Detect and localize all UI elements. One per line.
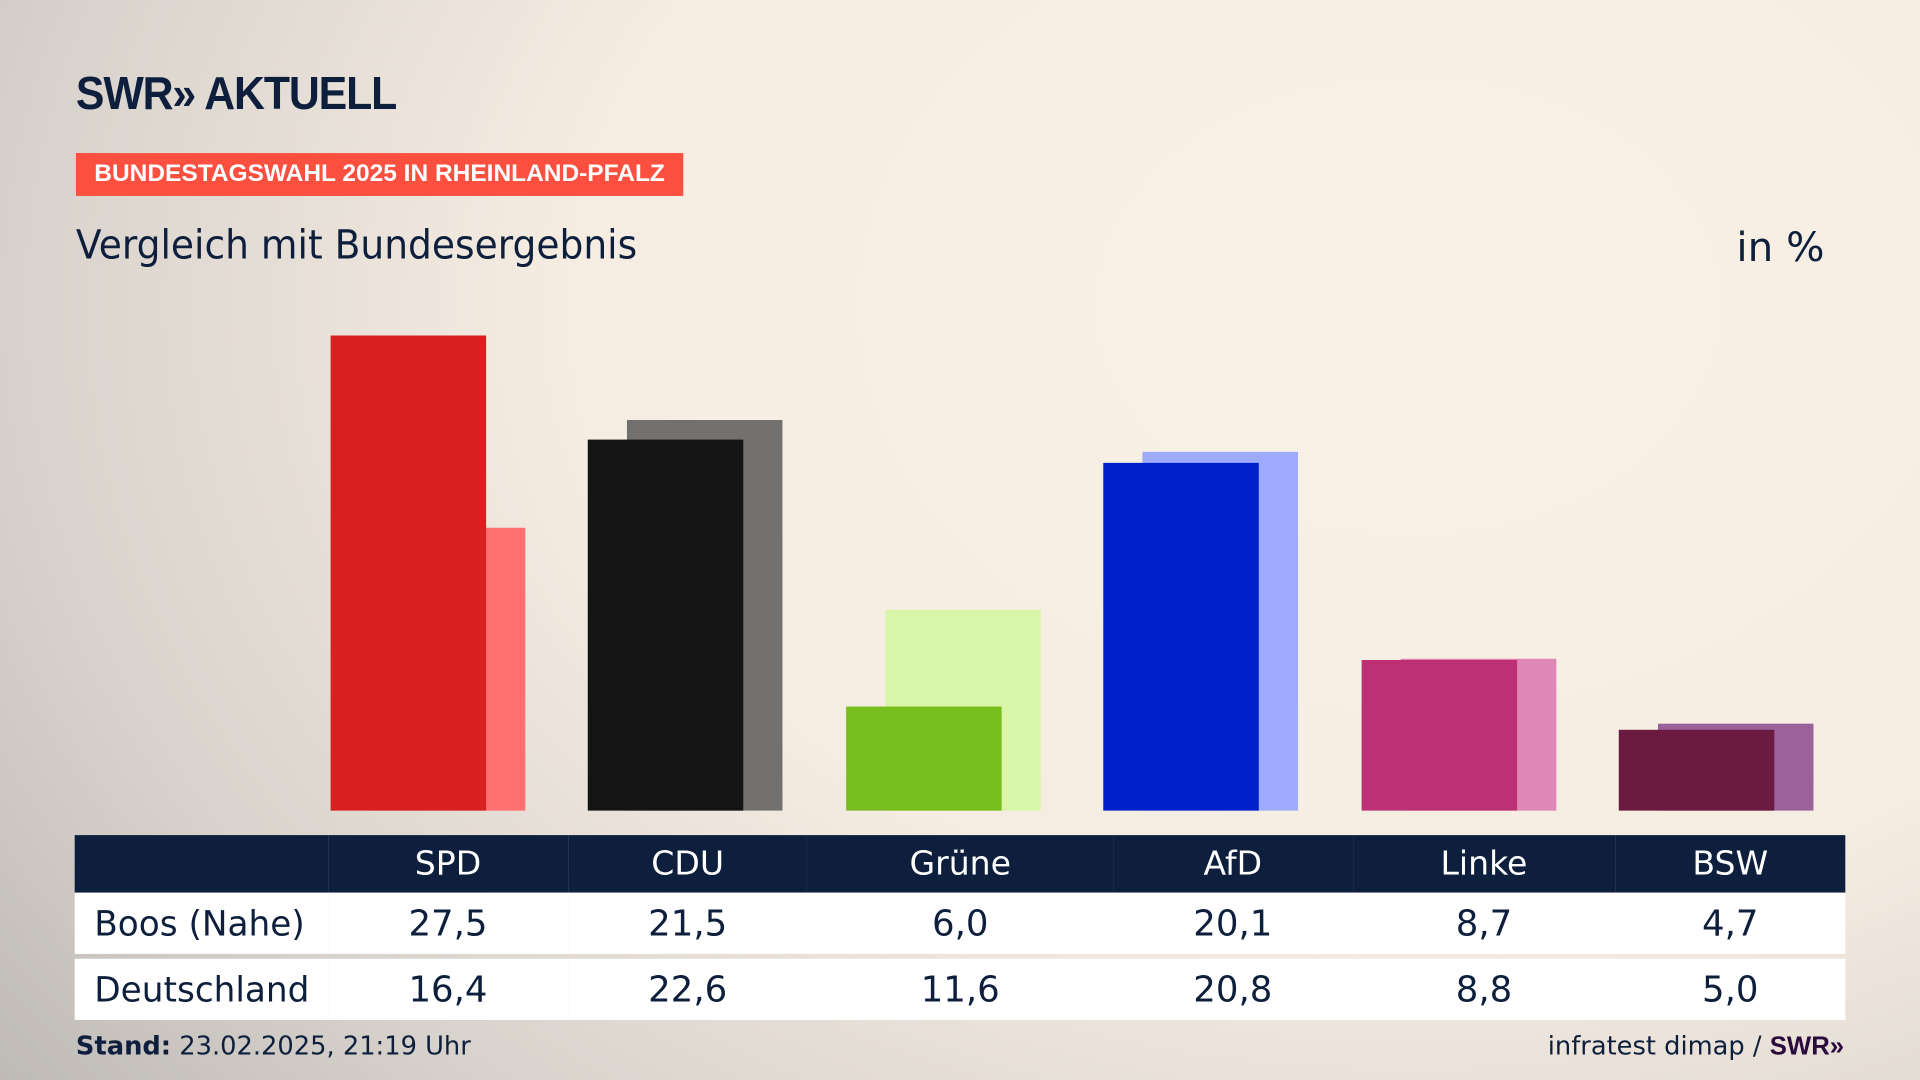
value-cell: 8,8 [1352, 958, 1616, 1021]
column-header-afd: AfD [1112, 835, 1353, 893]
header-empty [74, 835, 329, 893]
column-header-linke: Linke [1352, 835, 1616, 893]
value-cell: 4,7 [1615, 892, 1846, 954]
value-cell: 22,6 [567, 958, 808, 1021]
value-cell: 8,7 [1352, 892, 1616, 954]
column-header-spd: SPD [328, 835, 568, 893]
results-table: SPD CDU Grüne AfD Linke BSW Boos (Nahe) 27,5 21… [74, 835, 1846, 1021]
column-header-grüne: Grüne [807, 835, 1113, 893]
row-label: Deutschland [74, 958, 329, 1021]
value-cell: 11,6 [807, 958, 1113, 1021]
value-cell: 5,0 [1615, 958, 1846, 1021]
value-cell: 20,1 [1112, 892, 1353, 954]
swr-aktuell-logo: SWR» AKTUELL [75, 68, 397, 121]
bar-bsw-boos [1618, 729, 1775, 811]
chart-title: Vergleich mit Bundesergebnis [75, 220, 638, 269]
bar-grüne-boos [845, 706, 1002, 811]
value-cell: 27,5 [328, 892, 568, 954]
bar-afd-boos [1103, 463, 1260, 811]
stand-value: 23.02.2025, 21:19 Uhr [171, 1031, 471, 1061]
bar-linke-boos [1361, 660, 1517, 811]
value-cell: 20,8 [1112, 958, 1353, 1021]
value-cell: 6,0 [807, 892, 1113, 954]
value-cell: 21,5 [567, 892, 808, 954]
stand-label: Stand: [75, 1031, 172, 1061]
swr-logo: SWR» [1769, 1032, 1845, 1061]
source-text: infratest dimap / [1547, 1031, 1770, 1061]
unit-label: in % [1736, 222, 1825, 271]
value-cell: 16,4 [328, 958, 568, 1021]
column-header-cdu: CDU [567, 835, 808, 893]
election-tag: BUNDESTAGSWAHL 2025 IN RHEINLAND-PFALZ [75, 153, 684, 196]
bar-cdu-boos [588, 439, 744, 811]
column-header-bsw: BSW [1615, 835, 1846, 893]
bar-chart [330, 335, 1814, 811]
bar-spd-boos [330, 335, 487, 811]
timestamp: Stand: 23.02.2025, 21:19 Uhr [76, 1031, 471, 1060]
source: infratest dimap / SWR» [1548, 1031, 1844, 1062]
row-label: Boos (Nahe) [74, 892, 329, 954]
